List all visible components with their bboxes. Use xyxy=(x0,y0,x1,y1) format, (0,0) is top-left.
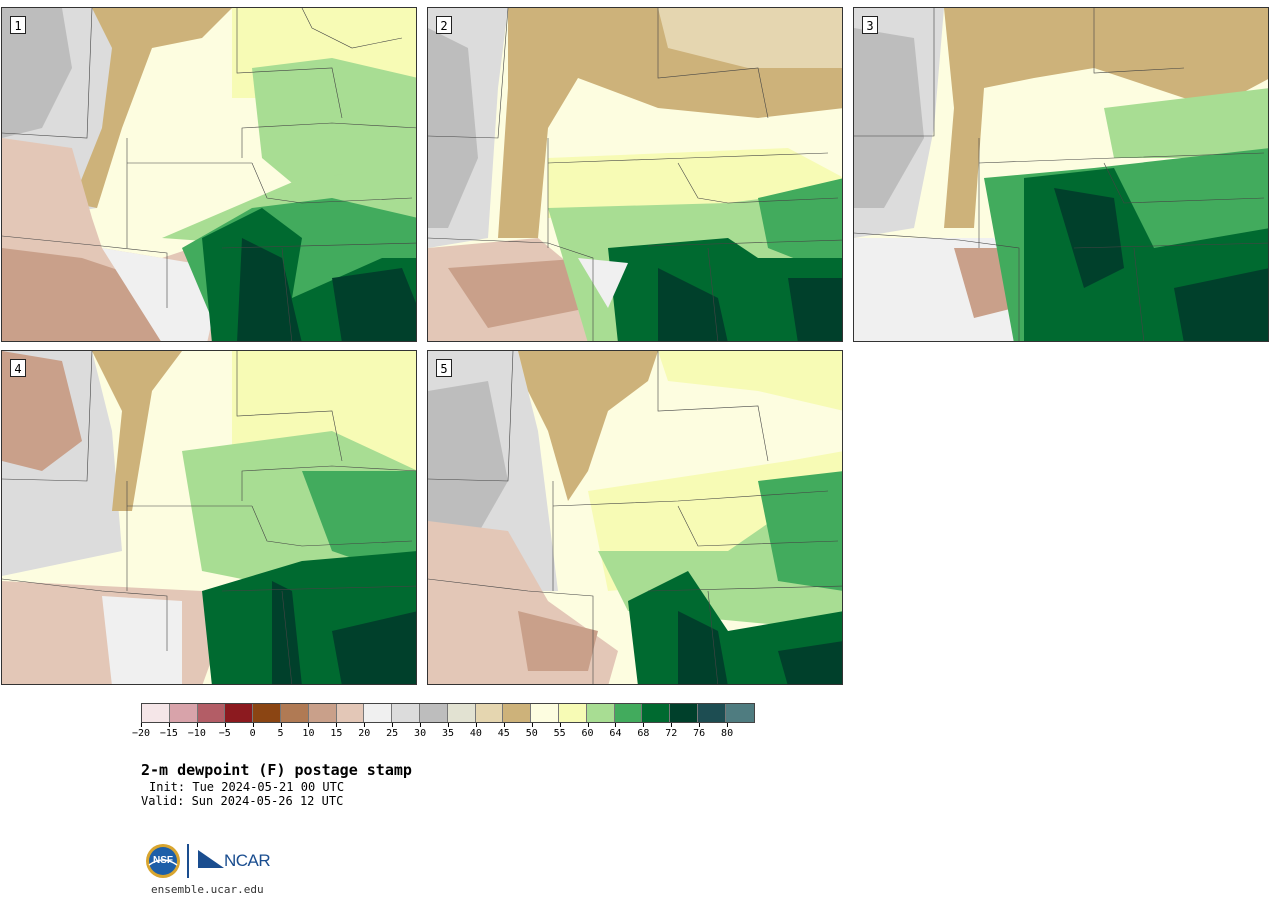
colorbar-swatch xyxy=(642,704,671,722)
colorbar-tick-label: 80 xyxy=(721,723,734,739)
colorbar-tick-label: −15 xyxy=(159,723,178,739)
colorbar-tick-label: 15 xyxy=(330,723,343,739)
ncar-logo-text: NCAR xyxy=(224,851,271,870)
colorbar-swatch xyxy=(253,704,281,722)
colorbar-swatch xyxy=(586,704,615,722)
site-url: ensemble.ucar.edu xyxy=(151,883,264,896)
ncar-logo-icon xyxy=(198,850,224,868)
colorbar-swatch xyxy=(475,704,504,722)
dewpoint-map-5 xyxy=(428,351,842,684)
colorbar-tick-label: 20 xyxy=(358,723,371,739)
colorbar-swatch xyxy=(336,704,365,722)
colorbar-tick-label: −20 xyxy=(131,723,151,739)
panel-number-label: 2 xyxy=(436,16,452,34)
colorbar-tick-label: 60 xyxy=(581,723,594,739)
colorbar-swatch xyxy=(225,704,254,722)
colorbar-swatch xyxy=(670,704,698,722)
colorbar-swatch xyxy=(614,704,643,722)
dewpoint-map-2 xyxy=(428,8,842,341)
forecast-map-panel-1[interactable]: 1 xyxy=(1,7,417,342)
panel-number-label: 3 xyxy=(862,16,878,34)
forecast-map-panel-5[interactable]: 5 xyxy=(427,350,843,685)
dewpoint-colorbar xyxy=(141,703,755,723)
colorbar-swatch xyxy=(364,704,393,722)
colorbar-tick-label: 55 xyxy=(553,723,566,739)
colorbar-swatch xyxy=(169,704,198,722)
valid-time: Valid: Sun 2024-05-26 12 UTC xyxy=(141,794,344,808)
colorbar-swatch xyxy=(447,704,476,722)
colorbar-tick-label: 0 xyxy=(249,723,256,739)
colorbar-tick-label: 68 xyxy=(637,723,650,739)
panel-number-label: 1 xyxy=(10,16,26,34)
colorbar-tick-label: 76 xyxy=(693,723,706,739)
colorbar-tick-label: 50 xyxy=(525,723,538,739)
nsf-logo-icon xyxy=(146,844,180,878)
colorbar-tick-label: 35 xyxy=(441,723,455,739)
colorbar-tick-label: 30 xyxy=(414,723,427,739)
colorbar-swatch xyxy=(558,704,587,722)
dewpoint-map-1 xyxy=(2,8,416,341)
forecast-map-panel-2[interactable]: 2 xyxy=(427,7,843,342)
colorbar-tick-label: 5 xyxy=(277,723,284,739)
colorbar-swatch xyxy=(697,704,726,722)
dewpoint-map-4 xyxy=(2,351,416,684)
colorbar-tick-label: 45 xyxy=(497,723,510,739)
colorbar-swatch xyxy=(531,704,559,722)
colorbar-tick-label: −10 xyxy=(187,723,206,739)
colorbar-tick-label: 72 xyxy=(665,723,678,739)
chart-title: 2-m dewpoint (F) postage stamp xyxy=(141,761,412,779)
dewpoint-map-3 xyxy=(854,8,1268,341)
init-time: Init: Tue 2024-05-21 00 UTC xyxy=(149,780,345,794)
forecast-map-panel-4[interactable]: 4 xyxy=(1,350,417,685)
colorbar-tick-labels: −20 −15 −10 −5 0 5 10 15 20 25 30 35 40 45 50 55 60 64 68 7… xyxy=(132,722,755,742)
panel-number-label: 4 xyxy=(10,359,26,377)
colorbar-swatch xyxy=(280,704,309,722)
forecast-map-panel-3[interactable]: 3 xyxy=(853,7,1269,342)
colorbar-tick-label: 10 xyxy=(302,723,315,739)
panel-number-label: 5 xyxy=(436,359,452,377)
colorbar-tick-label: 64 xyxy=(609,723,622,739)
colorbar-tick-label: 25 xyxy=(386,723,399,739)
logo-divider xyxy=(187,844,189,878)
colorbar-swatch xyxy=(419,704,448,722)
colorbar-swatch xyxy=(308,704,337,722)
colorbar-swatch xyxy=(197,704,226,722)
colorbar-swatch xyxy=(392,704,420,722)
colorbar-tick-label: −5 xyxy=(218,723,231,739)
nsf-logo-text: NSF xyxy=(153,855,173,866)
colorbar-tick-label: 40 xyxy=(469,723,482,739)
colorbar-swatch xyxy=(503,704,532,722)
colorbar-swatch xyxy=(725,704,754,722)
colorbar-swatch xyxy=(142,704,170,722)
